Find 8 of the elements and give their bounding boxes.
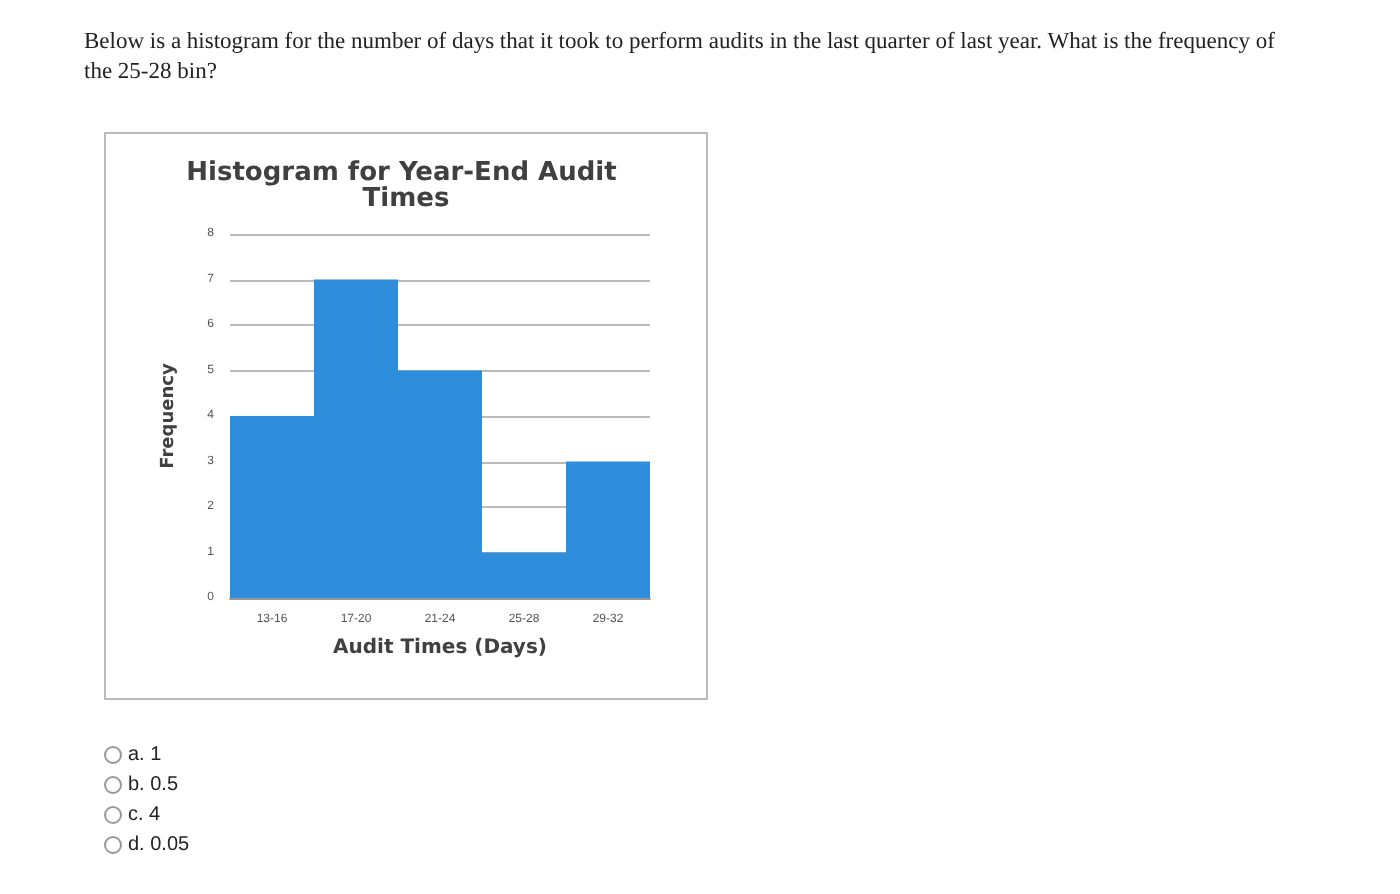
x-axis-title: Audit Times (Days) (333, 637, 547, 659)
text: c. 4 (128, 804, 161, 826)
text: d. 0.05 (128, 834, 190, 856)
y-axis-title: Frequency (159, 363, 179, 469)
text: a. 1 (128, 744, 162, 766)
text: Below is a histogram for the number of days that it took to perform audits in the last quarter of last year. What is the frequency of the 25-28 bin? (84, 28, 1277, 88)
text: b. 0.5 (128, 774, 179, 796)
chart-title: Histogram for Year-End Audit Times (186, 158, 626, 214)
